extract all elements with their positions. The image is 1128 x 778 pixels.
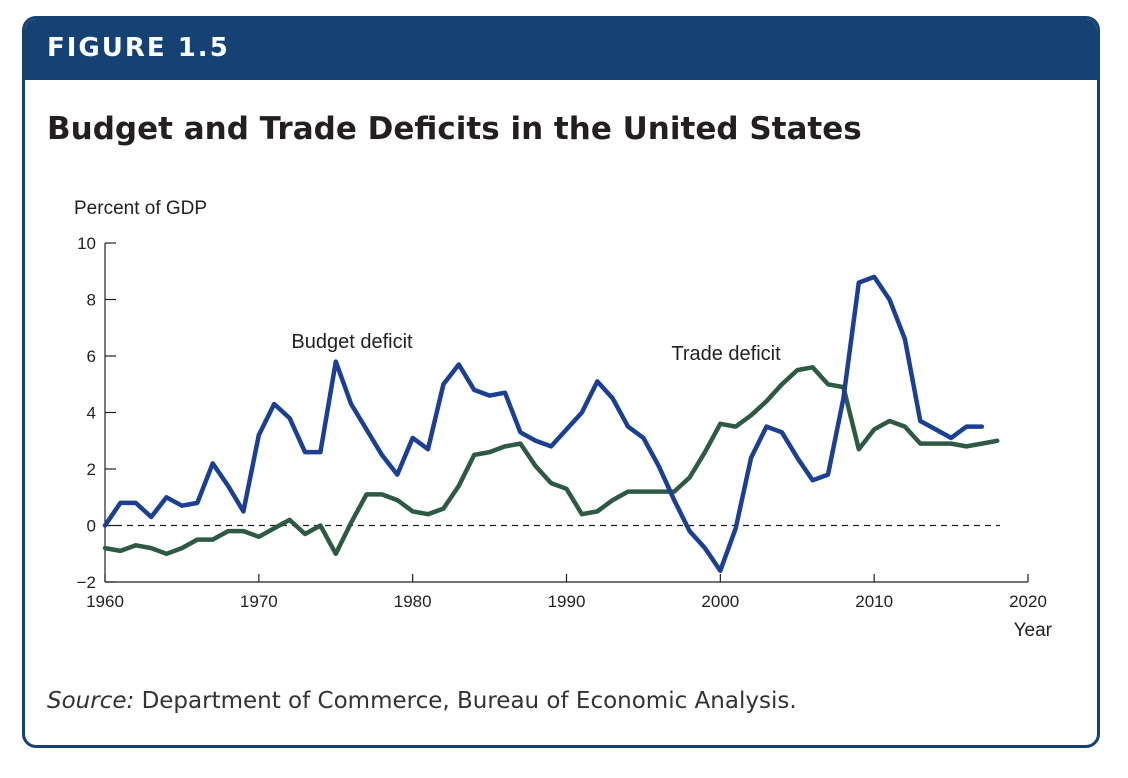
figure-card: FIGURE 1.5 Budget and Trade Deficits in … xyxy=(22,16,1100,748)
figure-title: Budget and Trade Deficits in the United … xyxy=(47,111,862,147)
x-tick-label: 1980 xyxy=(394,592,432,611)
figure-source: Source: Department of Commerce, Bureau o… xyxy=(47,688,797,714)
x-tick-label: 1970 xyxy=(240,592,278,611)
chart-labels: Budget deficit Trade deficit xyxy=(291,331,781,365)
source-prefix: Source: xyxy=(47,688,135,714)
trade-deficit-label: Trade deficit xyxy=(671,343,781,365)
x-tick-label: 2010 xyxy=(855,592,893,611)
x-tick-label: 2000 xyxy=(701,592,739,611)
y-tick-label: 10 xyxy=(77,234,96,253)
y-tick-label: 0 xyxy=(87,517,96,536)
figure-label: FIGURE 1.5 xyxy=(47,33,230,63)
y-tick-label: 4 xyxy=(87,404,96,423)
x-axis-title: Year xyxy=(1014,620,1053,641)
figure-banner: FIGURE 1.5 xyxy=(25,19,1097,80)
y-tick-label: 2 xyxy=(87,460,96,479)
source-text: Department of Commerce, Bureau of Econom… xyxy=(141,688,797,714)
budget-deficit-label: Budget deficit xyxy=(291,331,413,353)
y-tick-label: 8 xyxy=(87,291,96,310)
y-tick-label: 6 xyxy=(87,347,96,366)
y-axis-title: Percent of GDP xyxy=(74,198,207,219)
x-tick-label: 1990 xyxy=(548,592,586,611)
trade-deficit-line xyxy=(102,365,1000,557)
chart-axes: −2 0 2 4 6 8 10 1960 1970 1980 1990 2000 2010 2020 Per… xyxy=(74,198,1053,641)
x-tick-label: 1960 xyxy=(86,592,124,611)
x-tick-label: 2020 xyxy=(1009,592,1047,611)
chart-series xyxy=(102,274,1000,573)
y-tick-label: −2 xyxy=(77,573,96,592)
budget-deficit-line xyxy=(102,274,985,573)
